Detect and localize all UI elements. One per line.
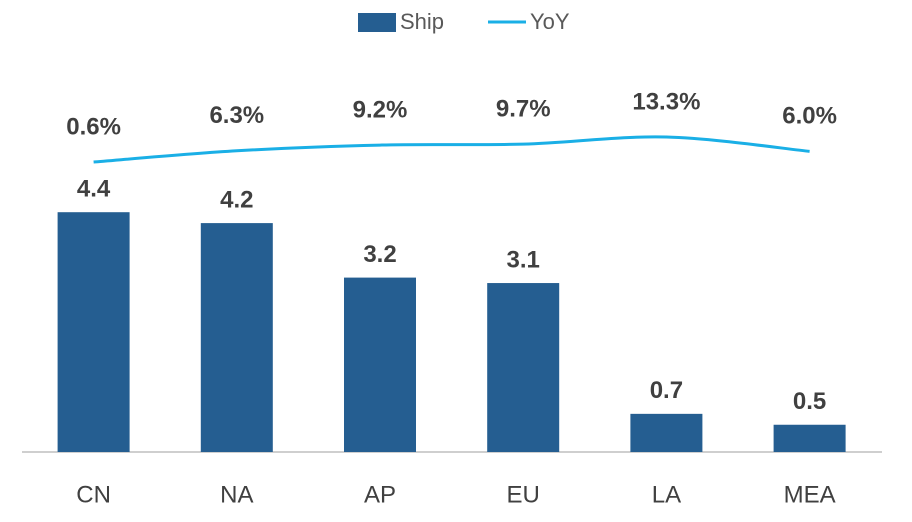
legend-label: YoY <box>530 9 570 34</box>
line-value-label: 0.6% <box>66 113 121 140</box>
bar-value-label: 3.2 <box>363 241 396 268</box>
line <box>93 135 810 164</box>
bar <box>344 277 416 452</box>
bar-value-label: 0.7 <box>650 377 683 404</box>
line-value-label: 9.7% <box>496 95 551 122</box>
bar-value-label: 3.1 <box>507 246 540 273</box>
legend-swatch <box>358 13 396 32</box>
bar-value-label: 0.5 <box>793 388 826 415</box>
x-tick-label: MEA <box>784 481 836 508</box>
legend-label: Ship <box>400 9 444 34</box>
x-tick-label: CN <box>76 481 111 508</box>
bar <box>630 413 703 452</box>
line-value-label: 6.0% <box>782 103 837 130</box>
line-value-label: 6.3% <box>209 102 264 129</box>
x-tick-label: AP <box>364 481 396 508</box>
x-tick-label: EU <box>507 481 540 508</box>
x-tick-label: NA <box>220 481 253 508</box>
bar <box>487 283 560 452</box>
bar <box>57 212 130 452</box>
bar <box>773 424 846 452</box>
x-tick-label: LA <box>652 481 681 508</box>
line-value-label: 13.3% <box>632 88 700 115</box>
bar-value-label: 4.4 <box>77 176 111 203</box>
line-value-label: 9.2% <box>353 96 408 123</box>
bar <box>200 223 273 452</box>
bar-value-label: 4.2 <box>220 186 253 213</box>
